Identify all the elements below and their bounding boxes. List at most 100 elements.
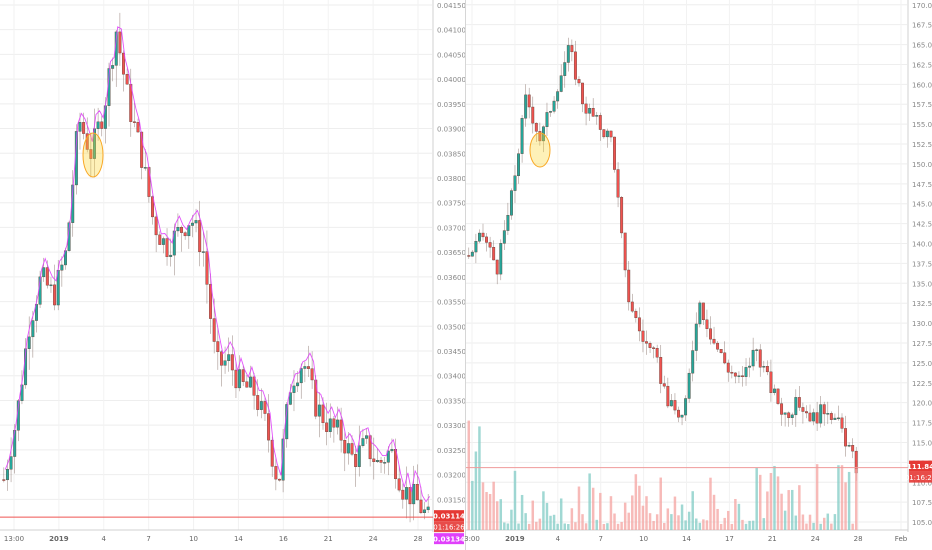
candle-body bbox=[684, 398, 688, 416]
volume-bar bbox=[545, 502, 549, 530]
volume-bar bbox=[748, 520, 751, 530]
volume-bar bbox=[552, 514, 556, 530]
candle-body bbox=[477, 232, 481, 242]
left-chart-panel[interactable]: 0.04150 0.04100 0.04050 0.04000 0.03950 0.039… bbox=[0, 0, 466, 545]
candle-body bbox=[292, 385, 296, 393]
candle-body bbox=[566, 45, 570, 63]
volume-bar bbox=[478, 426, 481, 530]
candle-body bbox=[506, 215, 510, 231]
volume-bar bbox=[648, 513, 652, 530]
volume-bar bbox=[485, 492, 488, 530]
candle-body bbox=[426, 506, 430, 511]
candle-body bbox=[346, 443, 350, 454]
candle-body bbox=[694, 323, 698, 351]
candle-body bbox=[118, 31, 122, 54]
candle-body bbox=[623, 232, 627, 271]
candle-body bbox=[730, 372, 734, 374]
candle-body bbox=[616, 169, 620, 198]
candle-body bbox=[751, 349, 755, 367]
volume-bar bbox=[808, 514, 812, 530]
highlight-circle bbox=[82, 132, 104, 178]
volume-bar bbox=[574, 522, 577, 530]
candle-body bbox=[837, 417, 840, 420]
candle-body bbox=[397, 478, 401, 491]
last-value-text: 111.84 bbox=[907, 463, 932, 471]
y-tick-label: 155.00 bbox=[912, 121, 932, 129]
candle-body bbox=[780, 403, 784, 415]
candle-body bbox=[666, 385, 670, 407]
volume-bar bbox=[595, 519, 598, 530]
candle-body bbox=[517, 153, 520, 177]
x-tick-label: 28 bbox=[854, 535, 863, 543]
volume-bar bbox=[549, 515, 552, 530]
y-tick-label: 157.50 bbox=[912, 101, 932, 109]
candle-body bbox=[705, 319, 709, 329]
candle-body bbox=[270, 439, 274, 467]
candle-body bbox=[808, 412, 812, 422]
candle-body bbox=[794, 397, 798, 416]
candle-body bbox=[209, 284, 213, 319]
candle-body bbox=[252, 376, 256, 396]
volume-bar bbox=[812, 522, 815, 530]
x-tick-label: 7 bbox=[146, 535, 150, 543]
candle-body bbox=[339, 419, 343, 441]
volume-bar bbox=[790, 489, 794, 530]
overlay-value-text: 0.03134 bbox=[433, 536, 465, 544]
candle-body bbox=[190, 222, 194, 226]
candle-body bbox=[648, 343, 652, 348]
candle-body bbox=[634, 310, 638, 318]
candle-body bbox=[183, 232, 187, 237]
candle-body bbox=[527, 94, 531, 108]
candle-body bbox=[241, 369, 245, 382]
candle-body bbox=[201, 251, 205, 253]
candle-body bbox=[354, 454, 358, 467]
candle-body bbox=[238, 369, 242, 389]
countdown-text: 01:16:26 bbox=[433, 524, 465, 532]
y-tick-label: 0.03300 bbox=[437, 422, 466, 430]
y-tick-label: 140.00 bbox=[912, 241, 932, 249]
last-value-badge bbox=[909, 460, 932, 472]
candle-body bbox=[470, 251, 474, 257]
candle-body bbox=[545, 112, 549, 127]
candle-body bbox=[227, 354, 231, 361]
y-tick-label: 137.50 bbox=[912, 260, 932, 268]
candle-body bbox=[581, 82, 584, 105]
y-tick-label: 0.03250 bbox=[437, 447, 466, 455]
candle-body bbox=[716, 342, 720, 350]
y-tick-label: 110.00 bbox=[912, 479, 932, 487]
x-tick-label: 21 bbox=[768, 535, 777, 543]
volume-bar bbox=[695, 518, 698, 530]
candle-body bbox=[317, 404, 321, 417]
candle-body bbox=[361, 438, 365, 446]
y-tick-label: 160.00 bbox=[912, 81, 932, 89]
volume-bar bbox=[623, 502, 627, 530]
countdown-text: 01:16:26 bbox=[905, 474, 932, 482]
candle-body bbox=[773, 388, 776, 393]
volume-bar bbox=[751, 520, 755, 530]
y-tick-label: 0.03150 bbox=[437, 496, 466, 504]
x-tick-label: 10 bbox=[639, 535, 648, 543]
volume-bar bbox=[684, 520, 687, 530]
volume-bar bbox=[801, 514, 805, 530]
volume-bar bbox=[680, 504, 684, 530]
volume-bar bbox=[495, 501, 499, 530]
volume-bar bbox=[851, 523, 854, 530]
volume-bar bbox=[687, 511, 691, 530]
x-tick-label: 2019 bbox=[505, 535, 525, 543]
x-tick-label: 24 bbox=[811, 535, 820, 543]
candle-body bbox=[513, 175, 517, 191]
candle-body bbox=[719, 349, 723, 354]
volume-bar bbox=[659, 477, 662, 530]
volume-bar bbox=[492, 481, 495, 530]
volume-bar bbox=[815, 464, 819, 530]
candle-body bbox=[132, 121, 136, 123]
y-tick-label: 0.03650 bbox=[437, 249, 466, 257]
volume-bar bbox=[805, 523, 808, 530]
candle-body bbox=[851, 445, 855, 452]
candle-body bbox=[423, 509, 427, 514]
candle-body bbox=[748, 365, 752, 368]
y-tick-label: 0.03200 bbox=[437, 472, 466, 480]
right-chart-panel[interactable]: 170.00 167.50 165.00 162.50 160.00 157.50 155.… bbox=[464, 0, 932, 543]
candle-body bbox=[299, 368, 303, 384]
